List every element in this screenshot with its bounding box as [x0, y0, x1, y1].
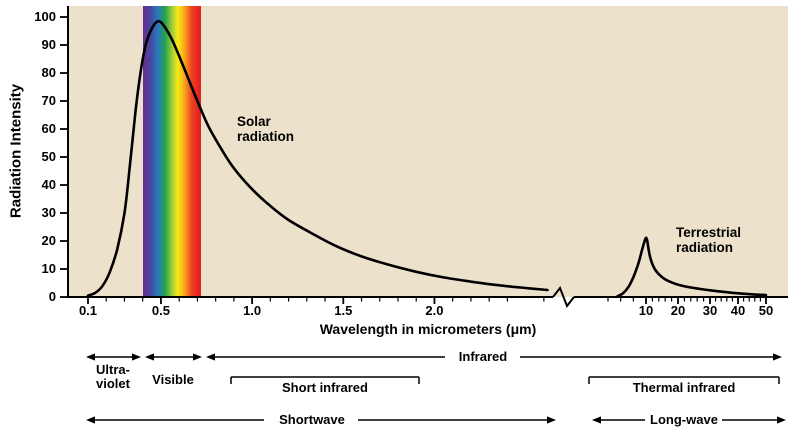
ultraviolet-band-label: Ultra- violet [96, 362, 130, 391]
y-tick-label: 40 [41, 177, 56, 192]
y-tick-label: 100 [34, 9, 56, 24]
y-tick-label: 50 [41, 149, 56, 164]
solar-radiation-label: Solar radiation [237, 114, 295, 144]
y-tick-label: 0 [48, 289, 56, 304]
x-tick-label: 40 [730, 303, 746, 318]
thermal-infrared-band-label: Thermal infrared [632, 380, 736, 395]
x-tick-label: 2.0 [425, 303, 444, 318]
y-tick-label: 90 [41, 37, 56, 52]
y-tick-label: 10 [41, 261, 56, 276]
x-tick-label: 1.0 [243, 303, 262, 318]
y-tick-label: 30 [41, 205, 56, 220]
visible-spectrum-band [142, 6, 202, 297]
x-tick-label: 10 [638, 303, 654, 318]
y-tick-label: 60 [41, 121, 56, 136]
y-tick-label: 20 [41, 233, 56, 248]
terrestrial-radiation-label: Terrestrial radiation [676, 225, 742, 255]
x-axis-title: Wavelength in micrometers (μm) [319, 321, 537, 337]
y-tick-label: 70 [41, 93, 56, 108]
infrared-band-label: Infrared [458, 349, 508, 364]
x-tick-label: 50 [758, 303, 774, 318]
x-tick-label: 1.5 [334, 303, 353, 318]
x-tick-label: 30 [702, 303, 718, 318]
x-tick-label: 0.1 [78, 303, 98, 318]
visible-band-label: Visible [152, 372, 194, 387]
y-tick-label: 80 [41, 65, 56, 80]
shortwave-band-label: Shortwave [279, 412, 345, 427]
short-infrared-band-label: Short infrared [282, 380, 368, 395]
longwave-band-label: Long-wave [650, 412, 718, 427]
x-tick-label: 20 [670, 303, 686, 318]
x-tick-label: 0.5 [151, 303, 170, 318]
